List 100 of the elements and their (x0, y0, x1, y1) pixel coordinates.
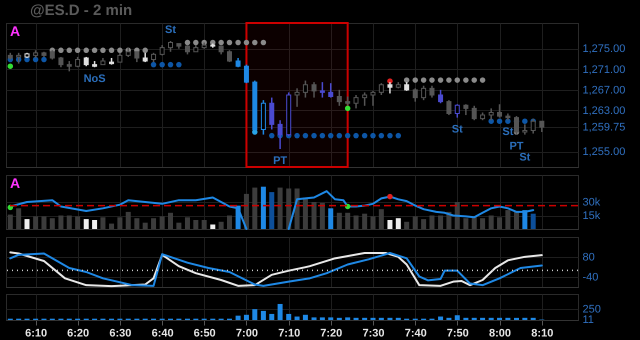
point (218, 40, 224, 46)
point (420, 77, 426, 83)
point (294, 132, 300, 138)
bar (260, 310, 266, 320)
candlestick (421, 84, 426, 101)
point (404, 77, 410, 83)
point (362, 132, 368, 138)
x-tick-label: 8:10 (531, 328, 554, 340)
annotation: St (519, 152, 531, 164)
candlestick (438, 89, 444, 104)
point (252, 40, 258, 46)
point (168, 62, 174, 68)
annotation: A (10, 175, 20, 191)
y-tick-label: -40 (582, 272, 598, 284)
candlestick (160, 44, 165, 56)
bar (236, 316, 241, 320)
candlestick (168, 40, 174, 53)
point (328, 132, 334, 138)
candlestick (522, 124, 528, 136)
bar (312, 317, 317, 320)
x-tick-label: 7:00 (236, 328, 258, 340)
bar (328, 317, 334, 320)
point (150, 62, 156, 68)
candlestick (362, 92, 368, 107)
annotation: A (10, 23, 20, 39)
point (92, 48, 98, 53)
point (66, 48, 72, 53)
point (193, 40, 199, 46)
point (412, 77, 418, 83)
candlestick (312, 81, 317, 98)
point (496, 118, 502, 124)
y-tick-label: 1,255.00 (582, 146, 626, 158)
point (396, 132, 402, 138)
bar (286, 314, 292, 320)
point (438, 77, 444, 83)
y-tick-label: 1,275.00 (582, 43, 626, 56)
candlestick (302, 80, 308, 98)
point (378, 132, 384, 138)
point (269, 132, 274, 138)
point (8, 63, 14, 69)
bar (269, 192, 274, 229)
y-tick-label: 11 (582, 314, 594, 326)
point (320, 132, 326, 138)
x-tick-label: 6:20 (67, 328, 90, 340)
candlestick (539, 120, 544, 133)
y-tick-label: 80 (582, 252, 595, 264)
annotation: PT (509, 140, 524, 153)
point (463, 77, 469, 83)
y-tick-label: 15k (582, 210, 601, 222)
point (454, 77, 460, 83)
bar (24, 219, 30, 229)
candlestick (236, 57, 241, 68)
point (226, 40, 232, 46)
point (142, 48, 148, 53)
bar (530, 214, 536, 229)
point (344, 132, 350, 138)
candlestick (66, 60, 72, 72)
candlestick (497, 104, 502, 118)
point (480, 77, 486, 83)
x-tick-label: 6:40 (152, 328, 174, 340)
candlestick (463, 104, 468, 116)
annotation: St (502, 126, 514, 138)
x-tick-label: 8:00 (489, 328, 512, 340)
x-tick-label: 7:20 (320, 328, 342, 340)
bar (454, 315, 460, 320)
bar (269, 314, 274, 320)
point (522, 118, 528, 124)
point (429, 77, 435, 83)
candlestick (58, 56, 64, 68)
annotation: St (165, 24, 176, 36)
bar (320, 317, 325, 320)
bar (252, 309, 258, 320)
point (244, 40, 250, 46)
point (353, 132, 359, 138)
candlestick (328, 82, 334, 98)
candlestick (336, 89, 342, 107)
chart-title: @ES.D - 2 min (30, 2, 132, 19)
bar (302, 314, 308, 320)
bar (396, 218, 401, 229)
candlestick (429, 84, 434, 98)
annotation: St (452, 124, 464, 136)
point (260, 40, 266, 46)
x-tick-label: 7:40 (404, 328, 427, 340)
x-tick-label: 7:50 (446, 328, 469, 340)
point (74, 48, 80, 53)
x-tick-label: 6:50 (194, 328, 216, 340)
bar (438, 316, 444, 320)
point (387, 194, 393, 200)
candlestick (412, 88, 418, 102)
y-tick-label: 250 (582, 304, 601, 316)
candlestick (50, 50, 55, 60)
bar (84, 219, 89, 229)
x-tick-label: 7:10 (278, 328, 300, 340)
x-tick-label: 7:30 (362, 328, 385, 340)
candlestick (378, 82, 384, 96)
candlestick (269, 96, 274, 130)
candlestick (244, 64, 249, 84)
candlestick (84, 56, 89, 67)
point (336, 132, 342, 138)
candlestick (472, 105, 477, 121)
